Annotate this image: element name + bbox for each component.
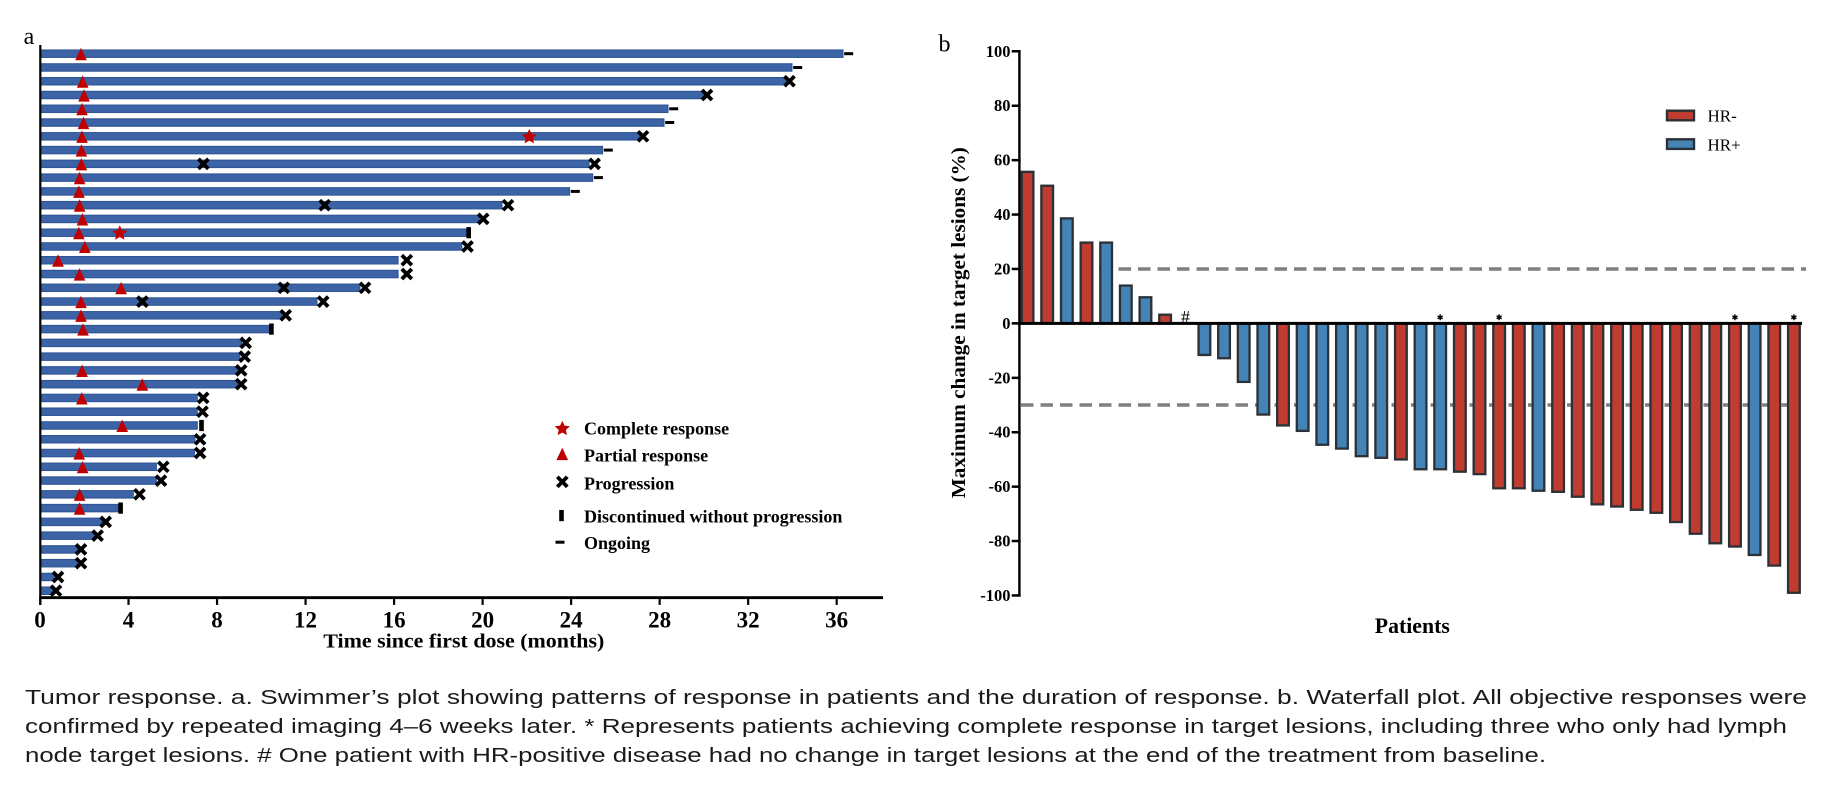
svg-text:Time since first dose (months): Time since first dose (months) (323, 630, 604, 652)
svg-text:Ongoing: Ongoing (584, 533, 650, 553)
svg-text:100: 100 (986, 42, 1011, 61)
svg-text:0: 0 (1002, 314, 1010, 333)
svg-text:-20: -20 (989, 368, 1011, 387)
svg-text:HR-: HR- (1708, 107, 1738, 126)
svg-text:HR+: HR+ (1708, 136, 1741, 155)
svg-text:confirmed by repeated imaging: confirmed by repeated imaging 4–6 weeks … (25, 715, 1787, 738)
svg-text:40: 40 (994, 205, 1011, 224)
svg-text:16: 16 (383, 608, 406, 633)
svg-text:20: 20 (471, 608, 494, 633)
svg-text:a: a (24, 24, 35, 50)
svg-text:Progression: Progression (584, 474, 674, 494)
svg-text:Tumor response. a. Swimmer’s p: Tumor response. a. Swimmer’s plot showin… (25, 686, 1807, 709)
svg-text:Patients: Patients (1375, 613, 1450, 638)
svg-text:20: 20 (994, 260, 1011, 279)
svg-text:12: 12 (294, 608, 317, 633)
svg-text:4: 4 (123, 608, 135, 633)
svg-text:Complete response: Complete response (584, 418, 729, 438)
svg-text:8: 8 (211, 608, 223, 633)
svg-text:-40: -40 (989, 423, 1011, 442)
svg-text:28: 28 (648, 608, 671, 633)
svg-text:24: 24 (560, 608, 584, 633)
svg-text:-60: -60 (989, 477, 1011, 496)
svg-text:Partial response: Partial response (584, 445, 708, 465)
svg-text:-80: -80 (989, 532, 1011, 551)
svg-text:36: 36 (825, 608, 848, 633)
svg-text:#: # (1181, 307, 1190, 327)
svg-text:b: b (939, 32, 951, 58)
svg-text:node target lesions. # One pat: node target lesions. # One patient with … (25, 744, 1546, 767)
svg-text:60: 60 (994, 151, 1011, 170)
svg-text:-100: -100 (980, 586, 1010, 605)
svg-text:80: 80 (994, 96, 1011, 115)
svg-text:Discontinued without progressi: Discontinued without progression (584, 506, 842, 526)
svg-text:32: 32 (737, 608, 760, 633)
svg-text:0: 0 (34, 608, 46, 633)
svg-text:Maximum change in target lesio: Maximum change in target lesions (%) (949, 147, 970, 498)
